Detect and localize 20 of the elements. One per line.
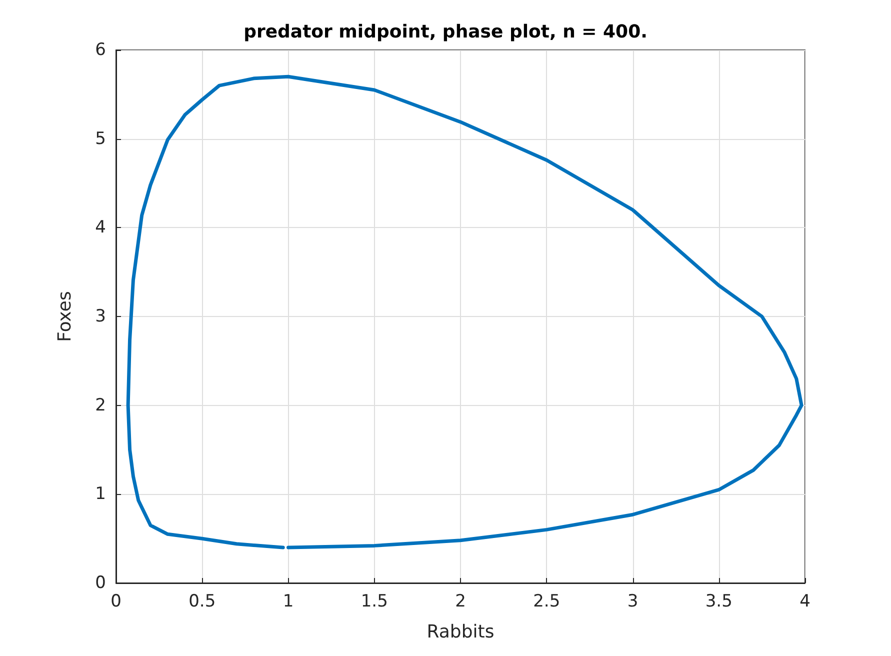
x-tick-label: 4 <box>800 592 810 612</box>
x-tick-label: 0.5 <box>188 592 216 612</box>
line-series <box>126 74 804 550</box>
y-tick-label: 2 <box>95 395 106 416</box>
x-tick-label: 2 <box>455 592 466 612</box>
y-tick-label: 5 <box>95 128 106 149</box>
y-tick-label: 6 <box>95 40 106 60</box>
y-tick-label: 4 <box>95 218 106 238</box>
x-tick-label: 2.5 <box>533 592 560 612</box>
x-tick-label: 3 <box>627 592 638 612</box>
y-tick-label: 1 <box>95 484 106 504</box>
y-axis-title: Foxes <box>54 291 76 342</box>
chart-title: predator midpoint, phase plot, n = 400. <box>244 22 648 42</box>
x-axis-title: Rabbits <box>426 622 494 642</box>
x-tick-label: 0 <box>110 592 122 612</box>
y-tick-label: 0 <box>95 573 106 593</box>
x-tick-label: 1 <box>282 592 294 612</box>
x-tick-label: 3.5 <box>705 592 732 612</box>
y-tick-label: 3 <box>95 306 106 326</box>
x-tick-label: 1.5 <box>360 592 388 612</box>
